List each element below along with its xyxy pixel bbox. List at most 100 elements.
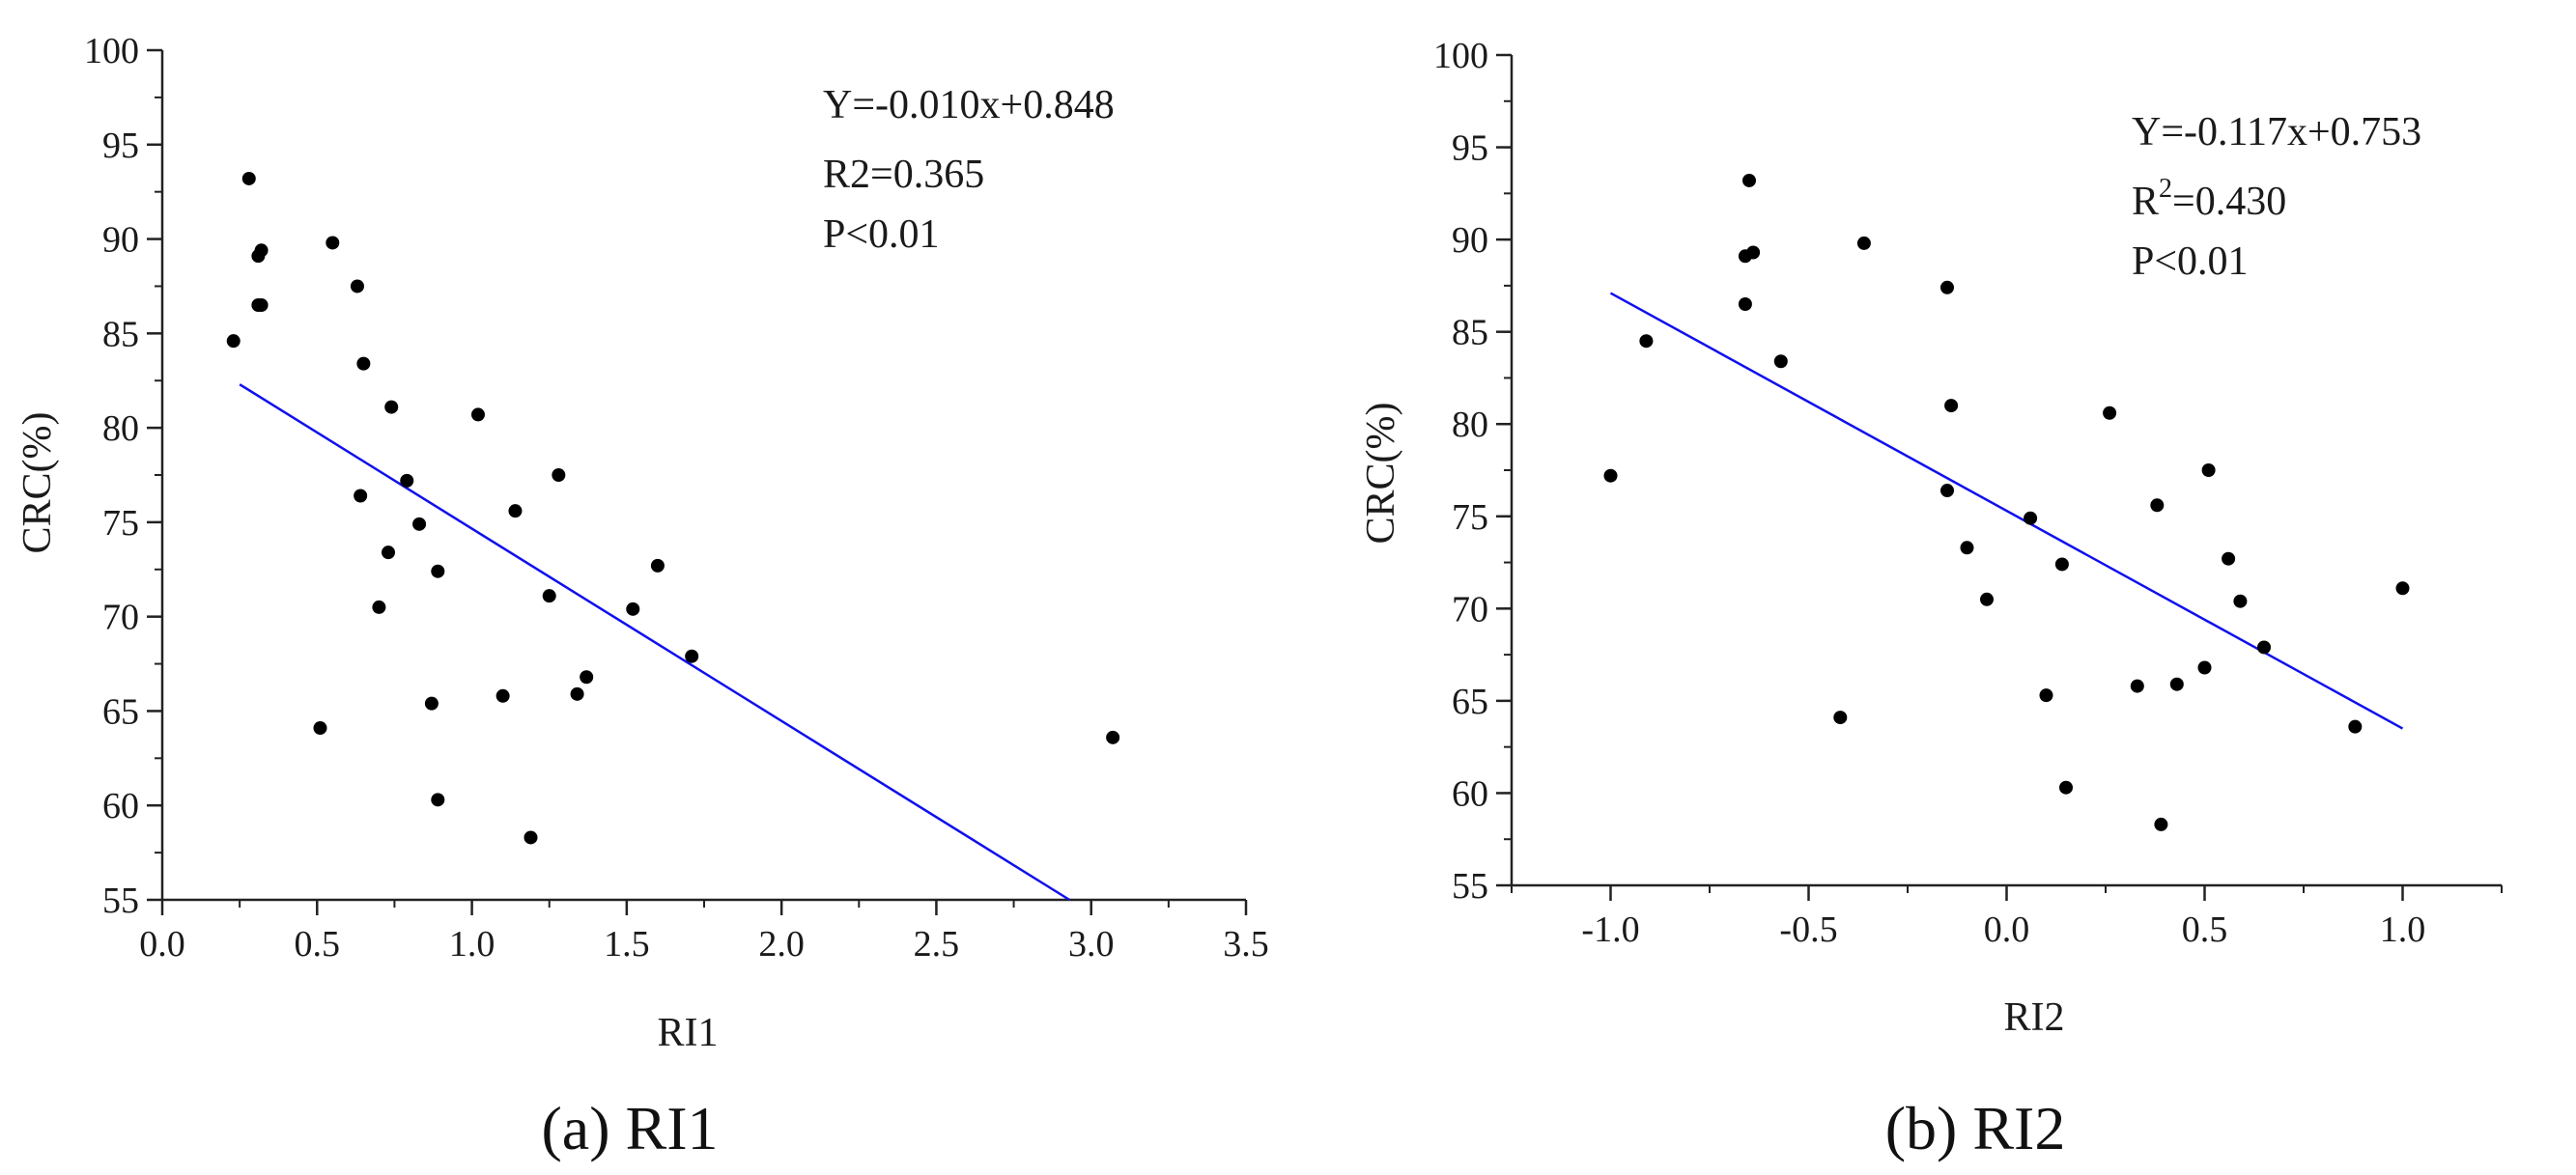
panel-b-data-point — [2222, 551, 2236, 566]
panel-b-y-tick-label: 70 — [1452, 589, 1488, 629]
panel-b-data-point — [1742, 173, 1756, 187]
panel-a-data-point — [470, 407, 485, 422]
panel-a-x-tick-label: 1.0 — [449, 924, 495, 965]
panel-a-xlabel: RI1 — [658, 1011, 719, 1055]
panel-a: RI1 CRC(%) Y=-0.010x+0.848 R2=0.365 P<0.… — [15, 31, 1269, 1162]
panel-b-y-tick-label: 55 — [1452, 866, 1488, 907]
panel-b-data-point — [1773, 354, 1788, 369]
panel-b-y-tick-label: 75 — [1452, 497, 1488, 538]
panel-b-data-point — [1856, 236, 1871, 250]
panel-b-data-point — [1940, 280, 1954, 294]
panel-b: RI2 CRC(%) Y=-0.117x+0.753 R2=0.430 P<0.… — [1359, 36, 2503, 1162]
panel-a-data-point — [412, 517, 427, 531]
panel-a-x-tick-label: 3.5 — [1223, 924, 1269, 965]
panel-a-data-point — [542, 589, 556, 603]
panel-a-y-tick-label: 60 — [102, 786, 139, 826]
panel-a-ylabel: CRC(%) — [15, 412, 60, 554]
panel-b-data-point — [2039, 688, 2053, 703]
panel-a-equation-line-1: Y=-0.010x+0.848 — [823, 83, 1115, 127]
panel-a-x-tick-label: 1.5 — [604, 924, 650, 965]
panel-b-data-point — [2197, 660, 2212, 675]
panel-a-data-point — [626, 601, 640, 616]
panel-b-x-tick-label: 0.0 — [1984, 909, 2030, 950]
panel-b-data-point — [1639, 334, 1654, 349]
panel-b-data-point — [1833, 711, 1848, 725]
panel-a-y-tick-label: 70 — [102, 598, 139, 638]
panel-a-data-point — [424, 696, 439, 711]
panel-a-data-point — [326, 236, 340, 250]
panel-a-y-tick-label: 100 — [84, 31, 139, 71]
panel-a-data-point — [552, 468, 566, 482]
panel-b-data-point — [2024, 511, 2038, 525]
panel-a-y-tick-label: 80 — [102, 408, 139, 449]
panel-b-y-tick-label: 60 — [1452, 773, 1488, 814]
panel-a-data-point — [251, 249, 266, 264]
panel-a-y-tick-label: 95 — [102, 126, 139, 166]
panel-b-data-point — [1980, 592, 1994, 606]
panel-b-data-point — [2103, 406, 2117, 420]
panel-a-x-tick-label: 2.5 — [914, 924, 960, 965]
panel-b-data-point — [1746, 245, 1761, 260]
panel-b-y-tick-label: 100 — [1433, 36, 1488, 76]
panel-b-y-tick-label: 90 — [1452, 220, 1488, 261]
panel-b-y-tick-label: 95 — [1452, 128, 1488, 169]
panel-a-equation-line-3: P<0.01 — [823, 212, 940, 257]
panel-b-caption: (b) RI2 — [1885, 1094, 2066, 1162]
panel-a-data-point — [1106, 730, 1120, 744]
panel-b-equation-line-1: Y=-0.117x+0.753 — [2132, 110, 2421, 154]
panel-a-data-point — [650, 558, 665, 573]
panel-a-data-point — [431, 793, 445, 807]
panel-a-data-point — [354, 489, 368, 503]
panel-b-x-tick-label: 1.0 — [2380, 909, 2426, 950]
panel-b-y-tick-label: 80 — [1452, 405, 1488, 445]
panel-b-fit-line — [1609, 292, 2404, 730]
panel-b-data-point — [2348, 719, 2363, 734]
panel-a-data-point — [524, 830, 538, 845]
panel-a-x-tick-label: 2.0 — [758, 924, 805, 965]
panel-b-data-point — [2150, 498, 2165, 513]
panel-a-data-point — [226, 334, 241, 349]
panel-a-data-point — [570, 686, 584, 701]
panel-b-data-point — [2257, 640, 2271, 655]
panel-a-y-tick-label: 75 — [102, 503, 139, 544]
panel-a-data-point — [384, 400, 399, 414]
panel-b-x-tick-label: 0.5 — [2182, 909, 2228, 950]
panel-a-equation-line-2: R2=0.365 — [823, 153, 984, 197]
panel-a-fit-line — [239, 383, 1070, 902]
panel-a-data-point — [580, 670, 594, 685]
panel-b-x-tick-label: -1.0 — [1581, 909, 1639, 950]
panel-a-data-point — [685, 649, 699, 663]
panel-b-data-point — [1603, 468, 1618, 483]
panel-a-data-point — [400, 473, 414, 488]
panel-a-data-point — [241, 171, 256, 185]
panel-a-data-point — [350, 279, 364, 294]
panel-a-data-point — [382, 546, 396, 560]
panel-a-data-point — [372, 600, 386, 614]
panel-b-data-point — [2233, 594, 2248, 608]
panel-b-y-tick-label: 65 — [1452, 682, 1488, 722]
panel-b-data-point — [1940, 484, 1954, 498]
panel-b-data-point — [1738, 297, 1752, 311]
panel-a-x-tick-label: 3.0 — [1068, 924, 1115, 965]
panel-b-xlabel: RI2 — [2004, 995, 2065, 1040]
panel-a-data-point — [251, 298, 266, 312]
panel-b-data-point — [2154, 817, 2168, 831]
panel-b-x-tick-label: -0.5 — [1779, 909, 1837, 950]
panel-b-ylabel: CRC(%) — [1359, 403, 1403, 545]
panel-a-x-tick-label: 0.5 — [295, 924, 341, 965]
panel-a-x-tick-label: 0.0 — [139, 924, 185, 965]
panel-a-data-point — [495, 688, 510, 703]
panel-b-data-point — [2059, 780, 2073, 795]
panel-b-data-point — [2054, 557, 2069, 572]
panel-b-data-point — [2130, 679, 2144, 693]
panel-b-y-tick-label: 85 — [1452, 313, 1488, 353]
panel-b-data-point — [2201, 463, 2216, 477]
panel-a-y-tick-label: 55 — [102, 881, 139, 921]
panel-a-caption: (a) RI1 — [541, 1094, 718, 1162]
panel-a-y-tick-label: 90 — [102, 220, 139, 261]
panel-b-data-point — [2395, 581, 2410, 596]
panel-a-data-point — [313, 721, 327, 736]
panel-b-equation-line-2: R2=0.430 — [2132, 174, 2286, 224]
panel-b-equation-line-3: P<0.01 — [2132, 239, 2249, 284]
